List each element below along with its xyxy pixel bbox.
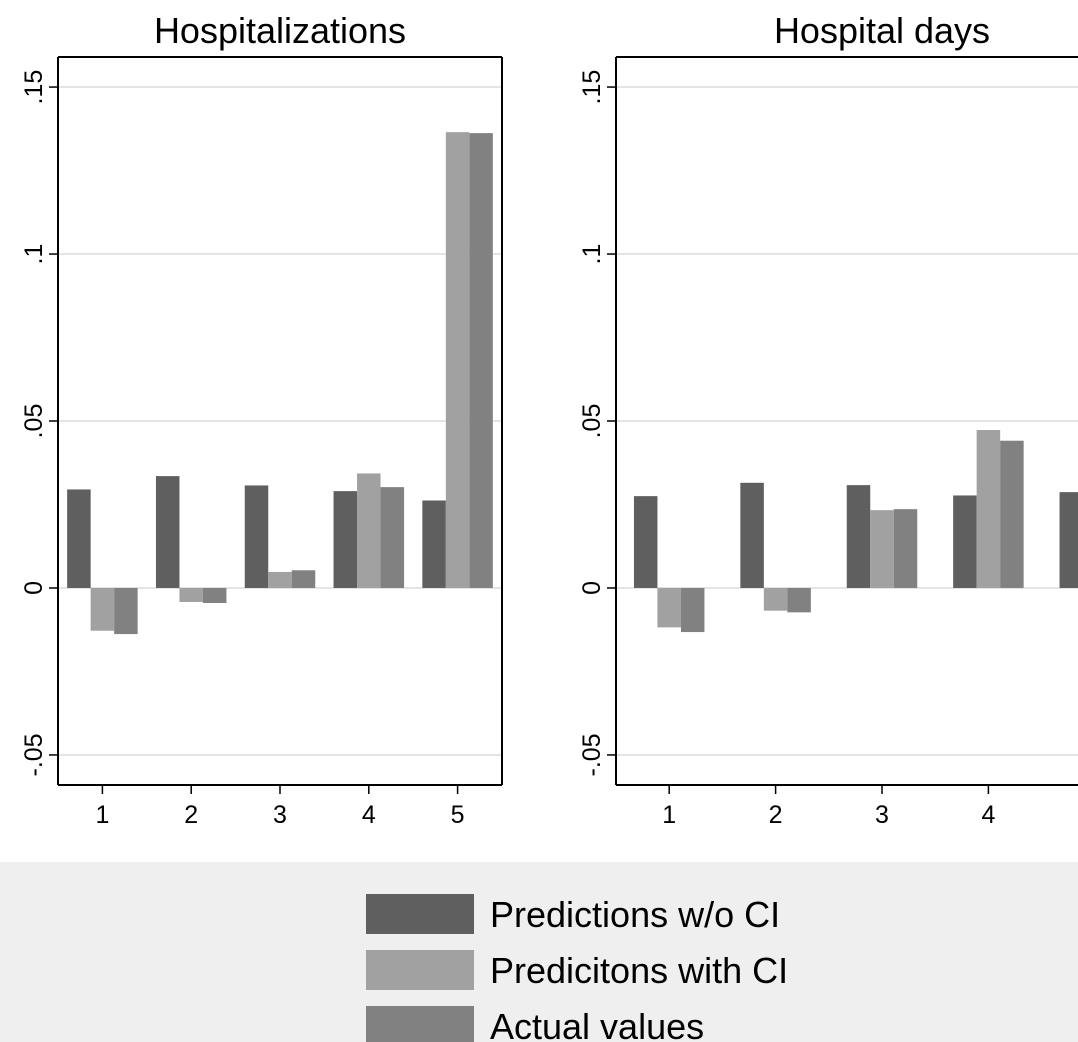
y-tick-label: 0 (20, 581, 48, 595)
bar-predictions-w-o-ci-5 (1059, 492, 1078, 588)
y-tick-label: .1 (20, 244, 48, 265)
bar-predictions-w-o-ci-3 (244, 485, 269, 588)
bar-actual-values-4 (1000, 440, 1024, 588)
y-tick-label: .1 (578, 244, 606, 265)
legend-item-predictions-without-ci: Predictions w/o CI (366, 894, 780, 935)
bar-actual-values-3 (291, 570, 316, 588)
x-tick-label: 5 (451, 801, 465, 829)
bar-predicitons-with-ci-2 (179, 587, 203, 602)
bar-predicitons-with-ci-2 (763, 587, 788, 611)
x-tick-label: 4 (362, 801, 376, 829)
bar-predictions-w-o-ci-5 (422, 500, 446, 588)
panel-title: Hospital days (774, 10, 990, 51)
bar-actual-values-3 (893, 509, 918, 588)
panel-hospitalizations: -.05 0 .05 .1 .15 1 2 3 4 5 Hospitalizations (20, 10, 503, 829)
bar-predicitons-with-ci-1 (657, 587, 681, 628)
x-tick-label: 3 (875, 801, 889, 829)
bar-predicitons-with-ci-3 (268, 571, 292, 588)
bar-predictions-w-o-ci-2 (155, 476, 180, 588)
legend-label-actual-values: Actual values (490, 1006, 704, 1042)
legend: Predictions w/o CI Predicitons with CI A… (0, 862, 1078, 1042)
bar-actual-values-1 (680, 587, 705, 633)
bar-actual-values-2 (787, 587, 811, 613)
y-tick-label: -.05 (578, 733, 606, 776)
bar-predictions-w-o-ci-4 (333, 491, 358, 588)
legend-label-predictions-without-ci: Predictions w/o CI (490, 894, 780, 935)
y-tick-label: .05 (20, 404, 48, 439)
y-tick-label: .15 (578, 70, 606, 105)
bar-predicitons-with-ci-4 (976, 430, 1001, 588)
bar-predictions-w-o-ci-4 (953, 495, 977, 588)
legend-swatch-actual-values (366, 1006, 474, 1042)
x-tick-label: 4 (981, 801, 995, 829)
legend-item-predictions-with-ci: Predicitons with CI (366, 950, 788, 991)
x-tick-label: 1 (95, 801, 109, 829)
bar-predictions-w-o-ci-3 (846, 485, 871, 588)
legend-label-predictions-with-ci: Predicitons with CI (490, 950, 788, 991)
bar-predicitons-with-ci-3 (870, 510, 894, 588)
bar-predictions-w-o-ci-1 (633, 496, 658, 588)
x-tick-label: 3 (273, 801, 287, 829)
y-tick-label: -.05 (20, 733, 48, 776)
bar-actual-values-5 (469, 133, 493, 588)
legend-swatch-predictions-without-ci (366, 894, 474, 934)
bar-predicitons-with-ci-1 (90, 587, 115, 631)
legend-item-actual-values: Actual values (366, 1006, 704, 1042)
legend-swatch-predictions-with-ci (366, 950, 474, 990)
bar-actual-values-2 (202, 587, 227, 603)
bar-predicitons-with-ci-4 (357, 473, 381, 588)
bar-predictions-w-o-ci-2 (740, 482, 764, 588)
panel-title: Hospitalizations (154, 10, 406, 51)
bar-predictions-w-o-ci-1 (67, 489, 91, 588)
bar-predicitons-with-ci-5 (445, 132, 470, 588)
y-tick-label: .05 (578, 404, 606, 439)
legend-background (0, 862, 1078, 1042)
bar-actual-values-4 (380, 487, 405, 588)
x-tick-label: 2 (769, 801, 783, 829)
y-tick-label: .15 (20, 70, 48, 105)
bar-actual-values-1 (114, 587, 138, 635)
y-tick-label: 0 (578, 581, 606, 595)
x-tick-label: 1 (662, 801, 676, 829)
x-tick-label: 2 (184, 801, 198, 829)
